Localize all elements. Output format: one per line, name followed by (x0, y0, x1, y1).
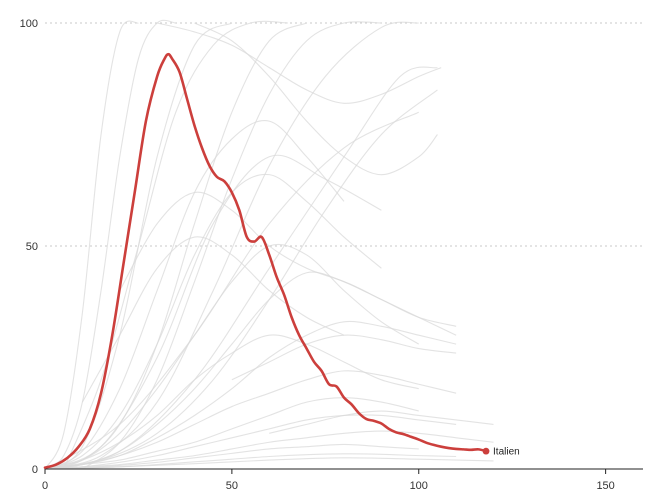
series-label-italien: Italien (493, 447, 520, 458)
x-tick-label: 50 (226, 480, 238, 492)
y-tick-label: 100 (20, 18, 38, 30)
background-series-line (63, 20, 288, 470)
background-series-line (44, 20, 139, 470)
background-series-line (157, 22, 442, 104)
background-series-line (81, 236, 345, 403)
x-tick-label: 0 (42, 480, 48, 492)
background-series-line (44, 457, 494, 470)
y-tick-label: 0 (32, 464, 38, 476)
background-series-line (44, 443, 419, 470)
background-series-line (119, 191, 457, 327)
axis-layer: 0 50 100 0 50 100 150 (20, 18, 643, 492)
background-series-line (44, 397, 419, 470)
background-series-line (44, 173, 382, 470)
background-series-line (44, 89, 438, 470)
background-series-line (231, 334, 457, 381)
background-series-line (44, 119, 345, 470)
background-series-line (44, 320, 457, 470)
background-series-line (44, 370, 457, 470)
background-series-line (44, 430, 494, 470)
background-series-line (44, 243, 420, 470)
highlight-series-layer: Italien (43, 52, 520, 469)
x-tick-label: 150 (596, 480, 614, 492)
background-series-line (44, 154, 382, 470)
background-series-line (44, 414, 457, 470)
highlight-series-endpoint (482, 447, 490, 455)
x-tick-label: 100 (410, 480, 428, 492)
highlight-series-line (43, 52, 488, 469)
background-series-line (44, 19, 176, 470)
background-series-line (44, 334, 419, 470)
background-series-layer (44, 19, 494, 470)
background-series-line (44, 111, 419, 470)
background-series-line (269, 410, 494, 434)
background-series-line (194, 22, 438, 176)
y-tick-label: 50 (26, 241, 38, 253)
